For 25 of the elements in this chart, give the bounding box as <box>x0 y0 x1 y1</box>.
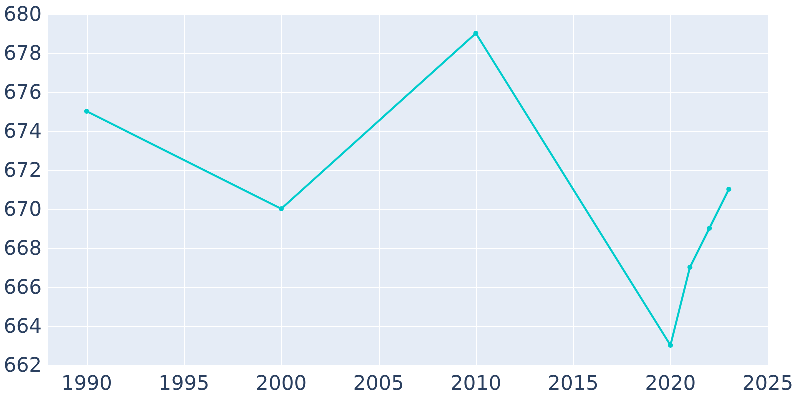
y-tick-label: 676 <box>4 80 42 104</box>
x-tick-label: 1995 <box>158 371 210 395</box>
y-tick-label: 662 <box>4 353 42 377</box>
x-tick-label: 2005 <box>353 371 404 395</box>
x-tick-label: 2010 <box>450 371 502 395</box>
point <box>726 187 732 192</box>
y-tick-label: 680 <box>4 2 42 26</box>
y-tick-label: 664 <box>4 314 42 338</box>
point <box>279 206 284 212</box>
x-tick-label: 2000 <box>256 371 307 395</box>
point <box>707 226 712 231</box>
y-tick-label: 674 <box>4 119 42 143</box>
point <box>84 109 90 114</box>
y-tick-label: 672 <box>4 158 42 182</box>
y-tick-label: 670 <box>4 197 42 221</box>
x-tick-label: 2015 <box>548 371 599 395</box>
y-tick-label: 678 <box>4 41 42 65</box>
point <box>474 31 479 36</box>
x-tick-label: 2020 <box>645 371 696 395</box>
point <box>668 343 674 348</box>
y-tick-label: 666 <box>4 275 42 299</box>
x-tick-label: 1990 <box>61 371 112 395</box>
x-tick-label: 2025 <box>742 371 794 395</box>
point <box>688 265 693 270</box>
y-tick-label: 668 <box>4 236 42 260</box>
